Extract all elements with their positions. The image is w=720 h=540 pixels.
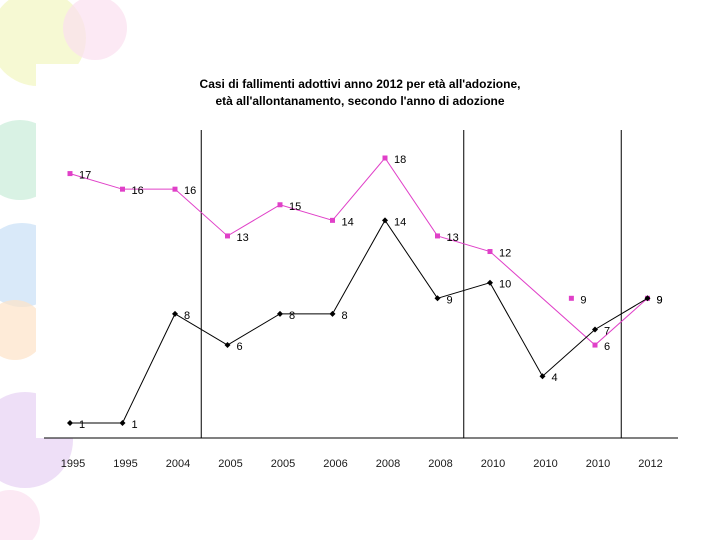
data-point xyxy=(172,310,178,317)
data-label: 13 xyxy=(237,232,249,244)
data-point xyxy=(120,186,125,192)
data-label: 14 xyxy=(394,216,406,228)
data-point xyxy=(539,373,546,380)
x-tick-label: 2006 xyxy=(323,458,347,470)
data-point xyxy=(225,233,230,239)
data-point xyxy=(382,217,388,224)
data-label: 14 xyxy=(342,216,354,228)
data-label: 1 xyxy=(132,419,138,431)
data-label: 12 xyxy=(499,248,511,260)
data-point xyxy=(277,202,283,208)
x-tick-label: 2008 xyxy=(376,458,400,470)
x-tick-label: 2010 xyxy=(481,458,505,470)
data-label: 10 xyxy=(499,279,511,291)
data-point xyxy=(330,217,335,223)
decor-balloon xyxy=(0,490,40,540)
data-point xyxy=(487,279,493,286)
x-tick-label: 1995 xyxy=(61,458,85,470)
x-tick-label: 2008 xyxy=(428,458,452,470)
data-point xyxy=(224,342,231,349)
data-point xyxy=(67,420,73,426)
decor-balloon xyxy=(63,0,127,60)
data-label: 9 xyxy=(447,294,453,306)
x-tick-label: 2005 xyxy=(271,458,295,470)
data-point xyxy=(435,233,440,239)
data-point xyxy=(487,249,493,255)
data-label: 16 xyxy=(184,185,196,197)
decor-balloon xyxy=(0,300,45,360)
chart-panel xyxy=(36,64,684,438)
data-point xyxy=(277,310,283,317)
data-label: 8 xyxy=(342,310,348,322)
series-line-0 xyxy=(69,157,648,346)
data-point xyxy=(644,295,651,302)
x-tick-label: 2010 xyxy=(533,458,557,470)
series-line-1 xyxy=(70,219,648,424)
chart-title-line-2: età all'allontanamento, secondo l'anno d… xyxy=(215,94,504,108)
x-tick-label: 2012 xyxy=(638,458,662,470)
data-label: 16 xyxy=(132,185,144,197)
chart-title-line-1: Casi di fallimenti adottivi anno 2012 pe… xyxy=(200,77,521,91)
data-point xyxy=(592,342,598,348)
data-point xyxy=(119,420,126,426)
data-label: 6 xyxy=(237,341,243,353)
data-point xyxy=(172,186,178,192)
data-label: 13 xyxy=(447,232,459,244)
x-tick-label: 2004 xyxy=(166,458,190,470)
data-label: 15 xyxy=(289,201,301,213)
data-label: 6 xyxy=(604,341,610,353)
data-label: 9 xyxy=(657,294,663,306)
data-label: 1 xyxy=(79,419,85,431)
data-label: 8 xyxy=(184,310,190,322)
data-point xyxy=(592,326,598,333)
data-point xyxy=(67,171,73,177)
x-tick-label: 1995 xyxy=(113,458,137,470)
data-label: 18 xyxy=(394,154,406,166)
data-label: 9 xyxy=(657,294,663,306)
data-point xyxy=(434,295,441,302)
x-tick-label: 2005 xyxy=(218,458,242,470)
x-tick-label: 2010 xyxy=(586,458,610,470)
data-label: 17 xyxy=(79,170,91,182)
data-point xyxy=(329,310,336,317)
data-point xyxy=(568,295,574,301)
data-label: 7 xyxy=(604,325,610,337)
data-label: 8 xyxy=(289,310,295,322)
data-label: 4 xyxy=(552,372,558,384)
data-point xyxy=(382,155,388,161)
plot-area: 1995 1995 2004 2005 2005 2006 2008 2008 2010 2010… xyxy=(44,130,678,470)
data-label: 9 xyxy=(580,294,586,306)
